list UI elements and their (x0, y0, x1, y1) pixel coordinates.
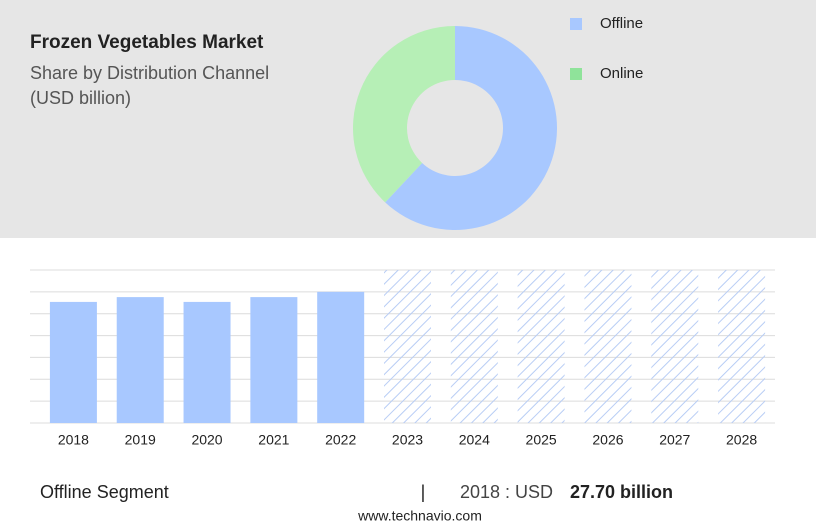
title: Frozen Vegetables Market (30, 32, 264, 53)
bar (49, 301, 97, 423)
donut-slice (353, 26, 455, 203)
donut-slice (385, 26, 558, 231)
legend-label: Online (600, 65, 643, 82)
source: www.technavio.com (357, 508, 482, 524)
bar-chart: 2018 2019 2020 2021 2022 2023 2024 2025 2026 2027… (30, 269, 775, 448)
footer-segment: Offline Segment (40, 482, 169, 502)
forecast-placeholder (384, 270, 431, 423)
x-tick-label: 2019 (125, 432, 156, 448)
x-tick-label: 2024 (459, 432, 490, 448)
bar (183, 301, 231, 423)
bar (116, 297, 164, 423)
forecast-placeholder (450, 270, 498, 423)
x-tick-label: 2018 (58, 432, 89, 448)
x-tick-label: 2027 (659, 432, 690, 448)
bar (317, 291, 365, 423)
legend-swatch (570, 68, 582, 80)
unit: (USD billion) (30, 88, 131, 108)
legend-swatch (570, 18, 582, 30)
x-tick-label: 2020 (191, 432, 222, 448)
x-tick-label: 2021 (258, 432, 289, 448)
x-tick-label: 2025 (526, 432, 557, 448)
footer-separator: | (421, 482, 426, 502)
footer-year: 2018 : USD (460, 482, 553, 502)
forecast-placeholder (517, 270, 565, 423)
subtitle: Share by Distribution Channel (30, 63, 269, 83)
forecast-placeholder (718, 270, 766, 423)
forecast-placeholder (651, 270, 699, 423)
forecast-placeholder (584, 270, 632, 423)
donut-chart: Offline Online (353, 15, 643, 231)
x-tick-label: 2022 (325, 432, 356, 448)
x-tick-label: 2026 (592, 432, 623, 448)
bar (250, 297, 298, 423)
x-tick-label: 2023 (392, 432, 423, 448)
legend-label: Offline (600, 15, 643, 32)
footer-value: 27.70 billion (570, 482, 673, 502)
x-tick-label: 2028 (726, 432, 757, 448)
